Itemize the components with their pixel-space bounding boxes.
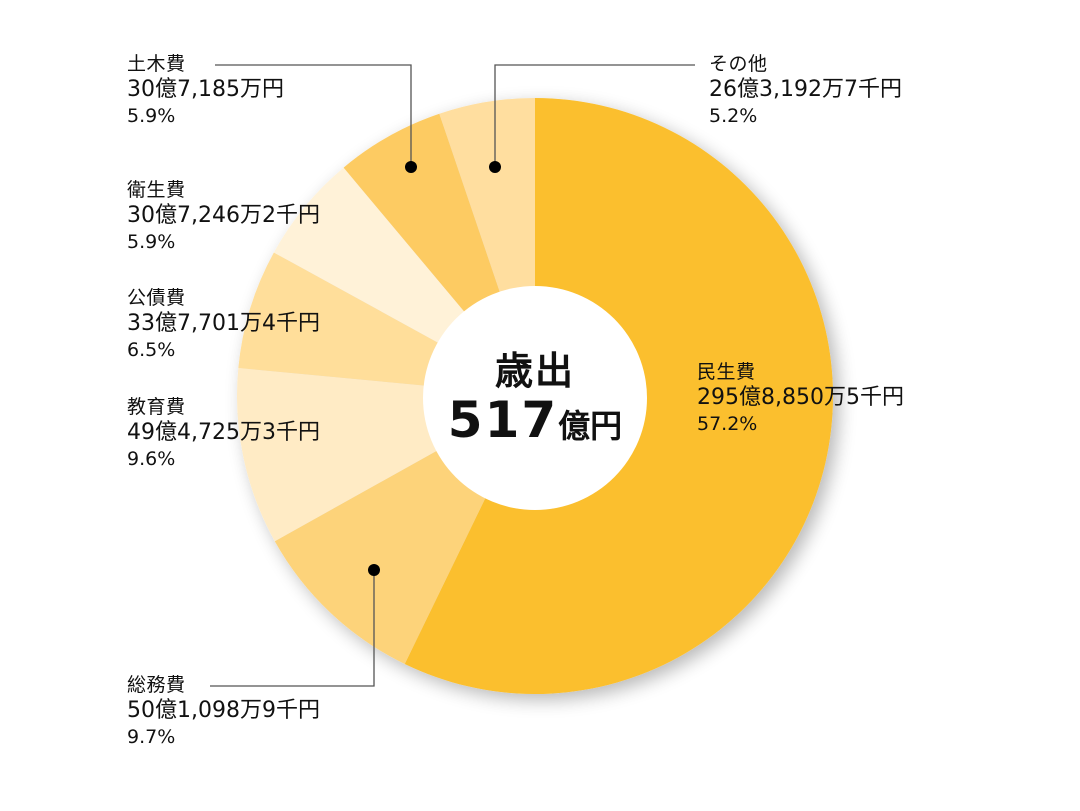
- label-amount: 30億7,185万円: [127, 77, 284, 102]
- label-amount: 295億8,850万5千円: [697, 385, 904, 410]
- label-percent: 9.7%: [127, 726, 176, 748]
- leader-line-sonota: [494, 64, 695, 167]
- leader-dot-somu: [368, 564, 380, 576]
- label-category: 民生費: [697, 361, 756, 383]
- label-sonota: その他 26億3,192万7千円 5.2%: [709, 55, 902, 131]
- leader-dot-sonota: [489, 161, 501, 173]
- label-minsei: 民生費 295億8,850万5千円 57.2%: [697, 363, 904, 439]
- leader-line-doboku: [215, 64, 412, 167]
- leader-line-somu: [210, 570, 375, 687]
- label-category: その他: [709, 53, 768, 75]
- label-amount: 26億3,192万7千円: [709, 77, 902, 102]
- label-amount: 33億7,701万4千円: [127, 311, 320, 336]
- label-percent: 5.2%: [709, 105, 758, 127]
- label-percent: 57.2%: [697, 413, 758, 435]
- center-total: 517億円: [448, 393, 622, 448]
- label-category: 衛生費: [127, 179, 186, 201]
- leader-dot-doboku: [405, 161, 417, 173]
- label-percent: 6.5%: [127, 339, 176, 361]
- label-percent: 5.9%: [127, 231, 176, 253]
- label-category: 公債費: [127, 287, 186, 309]
- label-eisei: 衛生費 30億7,246万2千円 5.9%: [127, 181, 320, 257]
- label-percent: 5.9%: [127, 105, 176, 127]
- label-percent: 9.6%: [127, 448, 176, 470]
- label-kosai: 公債費 33億7,701万4千円 6.5%: [127, 289, 320, 365]
- label-kyoiku: 教育費 49億4,725万3千円 9.6%: [127, 398, 320, 474]
- leader-lines: [210, 64, 695, 687]
- label-category: 教育費: [127, 396, 186, 418]
- center-total-unit: 億円: [558, 407, 623, 446]
- label-amount: 30億7,246万2千円: [127, 203, 320, 228]
- center-total-label: 歳出 517億円: [423, 288, 647, 510]
- label-category: 土木費: [127, 53, 186, 75]
- label-doboku: 土木費 30億7,185万円 5.9%: [127, 55, 284, 131]
- label-somu: 総務費 50億1,098万9千円 9.7%: [127, 676, 320, 752]
- donut-hole: [423, 286, 647, 510]
- center-total-number: 517: [447, 391, 559, 450]
- leader-dots: [368, 161, 501, 576]
- center-title: 歳出: [494, 348, 575, 393]
- label-amount: 49億4,725万3千円: [127, 420, 320, 445]
- label-amount: 50億1,098万9千円: [127, 698, 320, 723]
- label-category: 総務費: [127, 674, 186, 696]
